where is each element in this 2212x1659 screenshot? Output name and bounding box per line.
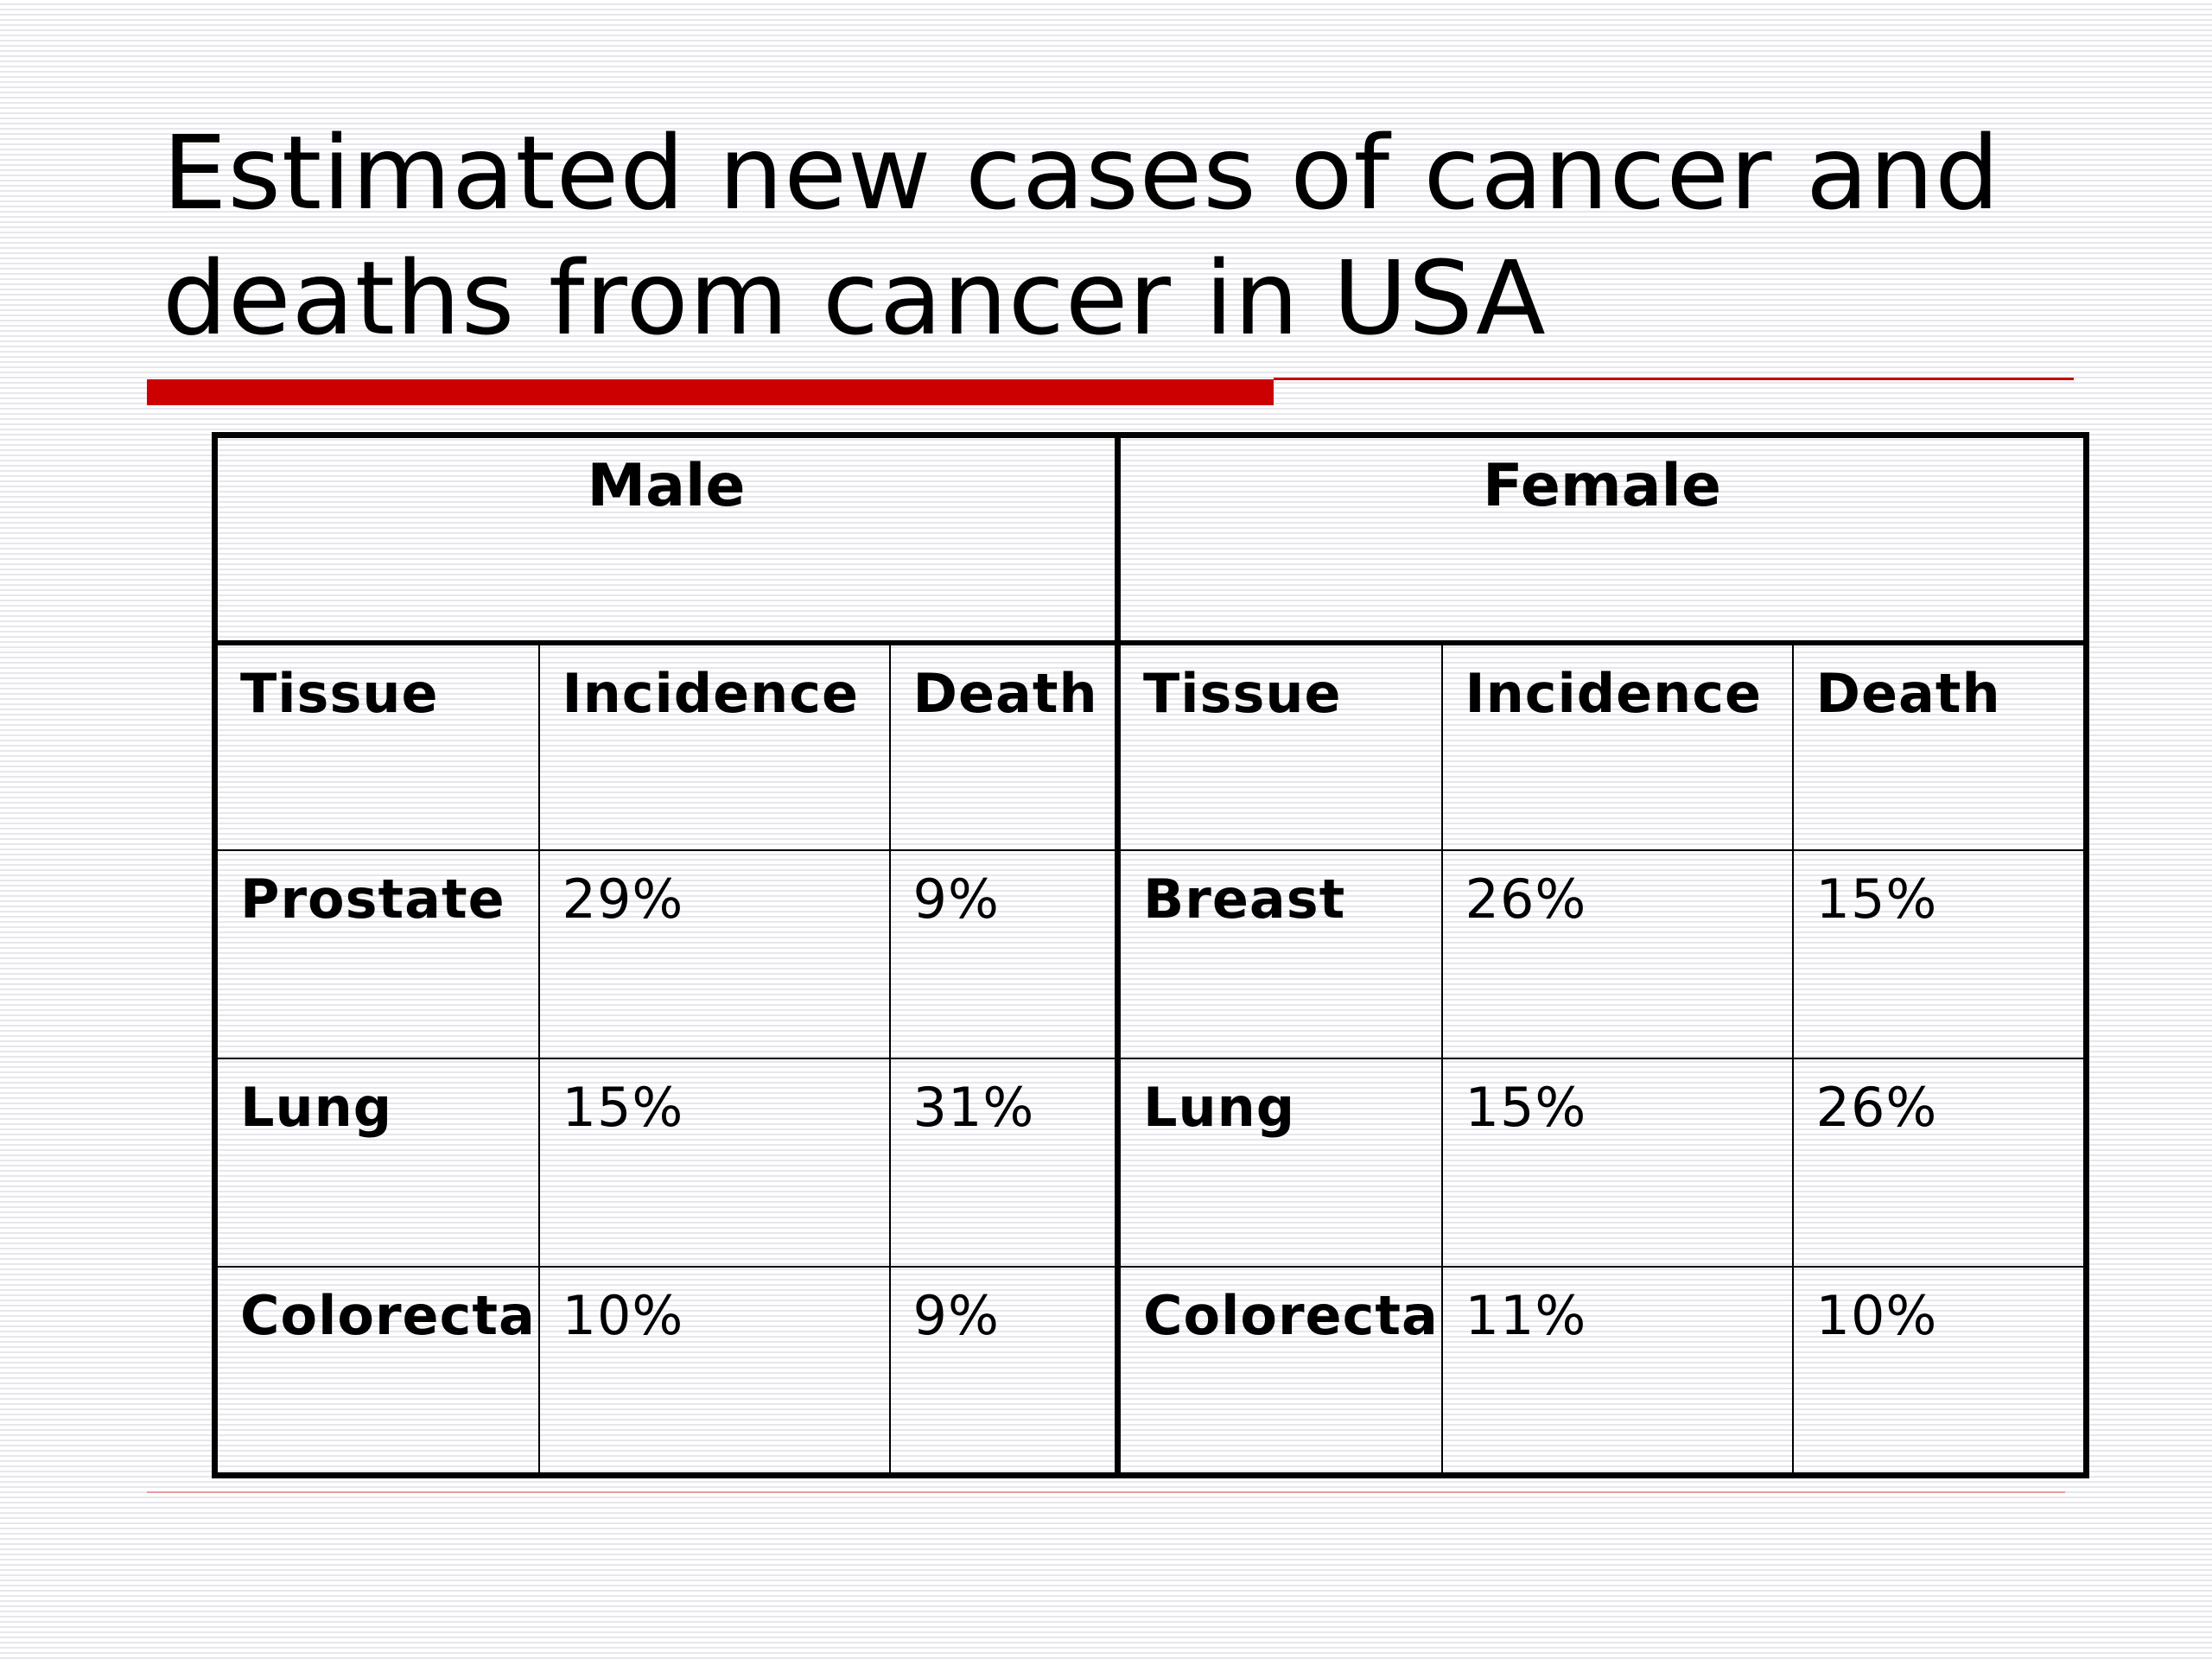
female-death-cell: 26% — [1791, 1057, 2088, 1268]
female-incidence-cell: 15% — [1440, 1057, 1794, 1268]
group-header-female: Female — [1116, 434, 2088, 645]
female-tissue-cell: Colorectal — [1116, 1265, 1443, 1477]
male-death-cell: 9% — [888, 1265, 1121, 1477]
column-header-female-tissue: Tissue — [1116, 641, 1443, 851]
column-header-male-incidence: Incidence — [537, 641, 891, 851]
female-tissue-cell: Breast — [1116, 849, 1443, 1059]
male-tissue-cell: Prostate — [213, 849, 540, 1059]
column-header-male-tissue: Tissue — [213, 641, 540, 851]
male-tissue-cell: Colorectal — [213, 1265, 540, 1477]
footer-rule — [147, 1491, 2065, 1493]
title-underline — [1274, 378, 2074, 380]
female-death-cell: 15% — [1791, 849, 2088, 1059]
male-tissue-cell: Lung — [213, 1057, 540, 1268]
column-header-female-death: Death — [1791, 641, 2088, 851]
column-header-male-death: Death — [888, 641, 1121, 851]
female-incidence-cell: 26% — [1440, 849, 1794, 1059]
female-tissue-cell: Lung — [1116, 1057, 1443, 1268]
table-row: Lung 15% 31% Lung 15% 26% — [213, 1057, 2088, 1268]
column-header-female-incidence: Incidence — [1440, 641, 1794, 851]
female-incidence-cell: 11% — [1440, 1265, 1794, 1477]
cancer-statistics-table: Male Female Tissue Incidence Death Tissu… — [212, 432, 2089, 1478]
group-header-row: Male Female — [213, 434, 2088, 645]
table-row: Prostate 29% 9% Breast 26% 15% — [213, 849, 2088, 1059]
male-incidence-cell: 29% — [537, 849, 891, 1059]
male-incidence-cell: 15% — [537, 1057, 891, 1268]
table-row: Colorectal 10% 9% Colorectal 11% 10% — [213, 1265, 2088, 1477]
male-death-cell: 31% — [888, 1057, 1121, 1268]
slide-title: Estimated new cases of cancer and deaths… — [162, 113, 2000, 358]
group-header-male: Male — [213, 434, 1121, 645]
female-death-cell: 10% — [1791, 1265, 2088, 1477]
male-death-cell: 9% — [888, 849, 1121, 1059]
column-header-row: Tissue Incidence Death Tissue Incidence … — [213, 641, 2088, 851]
title-accent-bar — [147, 379, 1274, 405]
male-incidence-cell: 10% — [537, 1265, 891, 1477]
